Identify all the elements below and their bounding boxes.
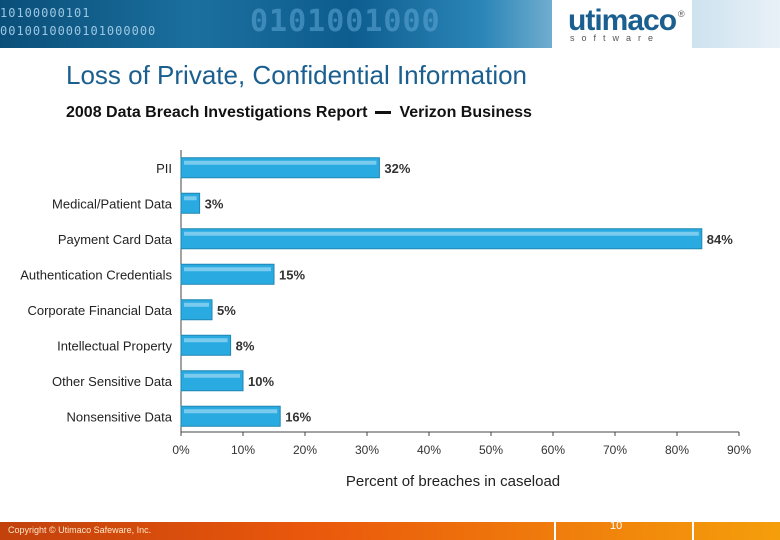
- report-name: 2008 Data Breach Investigations Report: [66, 104, 368, 121]
- report-source: Verizon Business: [399, 104, 532, 121]
- category-label: Other Sensitive Data: [52, 374, 173, 389]
- value-label: 16%: [285, 409, 311, 424]
- value-label: 8%: [236, 338, 255, 353]
- x-tick-label: 20%: [293, 443, 317, 457]
- slide-subtitle: 2008 Data Breach Investigations Report Ve…: [66, 104, 532, 122]
- category-label: PII: [156, 161, 172, 176]
- x-tick-label: 60%: [541, 443, 565, 457]
- bar-highlight: [184, 267, 271, 272]
- logo-subtext: software: [570, 33, 661, 43]
- utimaco-logo: utimaco: [568, 4, 677, 37]
- x-tick-label: 70%: [603, 443, 627, 457]
- slide-title: Loss of Private, Confidential Informatio…: [66, 60, 528, 90]
- x-tick-label: 0%: [172, 443, 190, 457]
- footer-divider: [692, 522, 694, 540]
- category-label: Nonsensitive Data: [67, 409, 173, 424]
- x-tick-label: 80%: [665, 443, 689, 457]
- header-banner: 10100000101 0010010000101000000 01010010…: [0, 0, 780, 48]
- bar-highlight: [184, 196, 197, 201]
- bar-highlight: [184, 373, 240, 378]
- value-label: 15%: [279, 267, 305, 282]
- value-label: 84%: [707, 232, 733, 247]
- category-label: Intellectual Property: [57, 338, 172, 353]
- registered-mark: ®: [678, 9, 685, 19]
- x-tick-label: 90%: [727, 443, 751, 457]
- bar-highlight: [184, 338, 228, 343]
- x-axis-title: Percent of breaches in caseload: [346, 473, 560, 490]
- bar-highlight: [184, 409, 278, 414]
- logo-background: [552, 0, 692, 48]
- footer-divider: [554, 522, 556, 540]
- footer-bar: [0, 522, 780, 540]
- category-label: Payment Card Data: [58, 232, 173, 247]
- dash-separator: [375, 111, 392, 115]
- value-label: 5%: [217, 303, 236, 318]
- bar-highlight: [184, 160, 377, 165]
- category-label: Corporate Financial Data: [27, 303, 172, 318]
- copyright-text: Copyright © Utimaco Safeware, Inc.: [8, 525, 152, 535]
- bar-highlight: [184, 231, 699, 236]
- x-tick-label: 10%: [231, 443, 255, 457]
- value-label: 10%: [248, 374, 274, 389]
- x-tick-label: 40%: [417, 443, 441, 457]
- value-label: 3%: [205, 196, 224, 211]
- category-label: Authentication Credentials: [20, 267, 172, 282]
- category-label: Medical/Patient Data: [52, 196, 173, 211]
- page-number: 10: [610, 520, 623, 532]
- value-label: 32%: [384, 161, 410, 176]
- bar-highlight: [184, 302, 209, 307]
- x-tick-label: 30%: [355, 443, 379, 457]
- binary-pattern: 0010010000101000000: [0, 24, 157, 38]
- binary-pattern: 0101001000: [250, 4, 441, 39]
- x-tick-label: 50%: [479, 443, 503, 457]
- binary-pattern: 10100000101: [0, 6, 91, 20]
